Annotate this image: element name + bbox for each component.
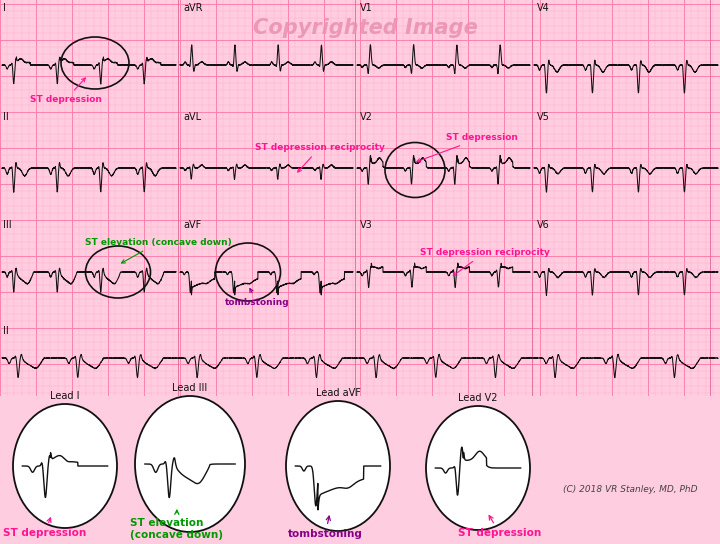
Text: Lead I: Lead I: [50, 391, 80, 401]
Text: ST elevation
(concave down): ST elevation (concave down): [130, 510, 223, 540]
Text: ST depression: ST depression: [458, 516, 541, 538]
Ellipse shape: [286, 401, 390, 531]
Text: I: I: [3, 3, 6, 13]
Text: ST depression: ST depression: [417, 133, 518, 162]
Ellipse shape: [13, 404, 117, 528]
Text: V3: V3: [360, 220, 373, 230]
Text: tombstoning: tombstoning: [288, 516, 363, 539]
Text: ST depression: ST depression: [30, 78, 102, 104]
Text: V6: V6: [537, 220, 550, 230]
Bar: [0, 396, 720, 544]
Text: Lead V2: Lead V2: [458, 393, 498, 403]
Text: aVF: aVF: [183, 220, 202, 230]
Ellipse shape: [135, 396, 245, 532]
Text: aVL: aVL: [183, 112, 201, 122]
Text: (C) 2018 VR Stanley, MD, PhD: (C) 2018 VR Stanley, MD, PhD: [563, 485, 697, 493]
Text: Lead aVF: Lead aVF: [315, 388, 361, 398]
Text: aVR: aVR: [183, 3, 202, 13]
Text: ST depression reciprocity: ST depression reciprocity: [420, 248, 550, 276]
Text: V5: V5: [537, 112, 550, 122]
Ellipse shape: [426, 406, 530, 530]
Text: ST depression reciprocity: ST depression reciprocity: [255, 143, 385, 172]
Text: III: III: [3, 220, 12, 230]
Text: Lead III: Lead III: [172, 383, 207, 393]
Text: Copyrighted Image: Copyrighted Image: [253, 18, 477, 38]
Text: II: II: [3, 112, 9, 122]
Text: ST depression: ST depression: [3, 518, 86, 538]
Text: V4: V4: [537, 3, 550, 13]
Text: II: II: [3, 326, 9, 336]
Text: V1: V1: [360, 3, 373, 13]
Text: ST elevation (concave down): ST elevation (concave down): [85, 238, 232, 263]
Text: tombstoning: tombstoning: [225, 288, 289, 307]
Text: V2: V2: [360, 112, 373, 122]
